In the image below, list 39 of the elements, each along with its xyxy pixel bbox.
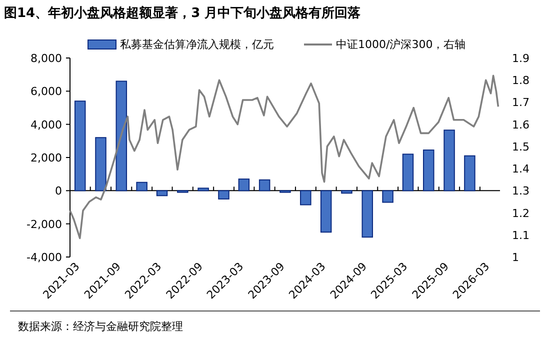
y2-tick-label: 1.9 <box>512 52 530 65</box>
bar <box>464 155 476 192</box>
bar <box>218 190 230 200</box>
y-tick-label: -4,000 <box>26 251 62 264</box>
y2-tick-label: 1.5 <box>512 140 530 154</box>
bar <box>300 190 312 206</box>
bar <box>136 182 148 192</box>
y-tick-label: 4,000 <box>30 118 62 132</box>
bar <box>74 100 86 192</box>
legend-label: 中证1000/沪深300，右轴 <box>336 38 466 51</box>
bar <box>198 188 209 192</box>
y2-tick-label: 1.4 <box>512 162 530 176</box>
y-tick-label: 2,000 <box>30 152 62 164</box>
y2-tick-label: 1.6 <box>512 118 530 132</box>
bar <box>444 130 455 192</box>
bar <box>95 137 106 192</box>
y2-tick-label: 1.2 <box>512 206 530 220</box>
y2-tick-label: 1.8 <box>512 74 530 88</box>
bar <box>156 190 168 196</box>
bar <box>362 190 373 238</box>
source-note: 数据来源：经济与金融研究院整理 <box>18 320 183 333</box>
bar <box>341 190 352 194</box>
y2-tick-label: 1.1 <box>512 228 530 242</box>
bar <box>320 190 332 233</box>
bar <box>238 178 250 192</box>
bar <box>382 190 394 203</box>
y-tick-label: 8,000 <box>30 52 62 65</box>
legend-label: 私募基金估算净流入规模，亿元 <box>120 38 274 51</box>
y2-tick-label: 1 <box>512 251 519 264</box>
y2-tick-label: 1.7 <box>512 96 530 110</box>
y-tick-label: -2,000 <box>26 218 62 231</box>
bar <box>402 154 414 192</box>
bar <box>116 80 128 192</box>
bar <box>258 179 270 192</box>
y2-tick-label: 1.3 <box>512 184 530 198</box>
chart-title: 图14、年初小盘风格超额显著，3 月中下旬小盘风格有所回落 <box>4 5 362 21</box>
bar <box>423 150 434 192</box>
y-tick-label: 6,000 <box>30 85 62 98</box>
y-tick-label: 0 <box>55 184 62 198</box>
